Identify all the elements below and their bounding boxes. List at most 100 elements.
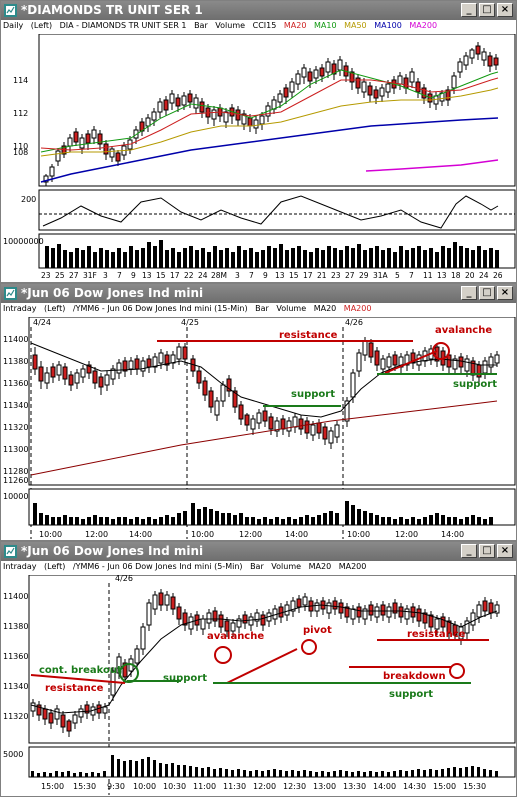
x-tick: 15:00 xyxy=(41,782,64,791)
ma20-legend: MA20 xyxy=(308,562,332,571)
intraday-15min-window: *Jun 06 Dow Jones Ind mini _ □ × Intrada… xyxy=(0,283,517,541)
chart-window-icon xyxy=(4,287,17,300)
window-titlebar[interactable]: *DIAMONDS TR UNIT SER 1 _ □ × xyxy=(1,1,516,20)
x-tick: 20 xyxy=(465,271,475,280)
x-tick: 13 xyxy=(275,271,285,280)
ma100-legend: MA100 xyxy=(374,21,402,30)
chart-window-icon xyxy=(4,545,17,558)
x-tick: 15 xyxy=(156,271,166,280)
x-tick: 14:00 xyxy=(441,530,464,539)
y-tick: 11400 xyxy=(3,335,28,344)
x-tick: 23 xyxy=(331,271,341,280)
x-tick: 27 xyxy=(345,271,355,280)
date-marker: 4/24 xyxy=(33,318,51,327)
x-tick: 14:30 xyxy=(403,782,426,791)
window-titlebar[interactable]: *Jun 06 Dow Jones Ind mini _ □ × xyxy=(1,284,516,303)
y-tick: 11380 xyxy=(3,622,28,631)
x-tick: 15:30 xyxy=(463,782,486,791)
annotation-pivot: pivot xyxy=(303,625,332,636)
date-marker: 4/26 xyxy=(345,318,363,327)
x-tick: 9:30 xyxy=(107,782,125,791)
chart-info-bar: Intraday (Left) /YMM6 - Jun 06 Dow Jones… xyxy=(3,562,514,575)
volume-tick: 10000000 xyxy=(3,237,44,246)
x-tick: 7 xyxy=(249,271,254,280)
x-tick: 14:00 xyxy=(129,530,152,539)
y-tick: 11260 xyxy=(3,476,28,485)
x-tick: 31A xyxy=(373,271,389,280)
x-tick: 15:30 xyxy=(73,782,96,791)
cci-legend: CCI15 xyxy=(252,21,277,30)
scale-label: (Left) xyxy=(44,304,66,313)
x-axis: 15:00 15:30 9:30 10:00 10:30 11:00 11:30… xyxy=(41,782,486,791)
ma20-line xyxy=(30,604,498,714)
period-label: Intraday xyxy=(3,304,37,313)
x-tick: 22 xyxy=(184,271,194,280)
daily-price-chart[interactable]: 114 112 110 108 xyxy=(1,34,516,282)
x-tick: 15 xyxy=(289,271,299,280)
x-tick: 17 xyxy=(170,271,180,280)
maximize-button[interactable]: □ xyxy=(479,3,495,17)
cci-tick: 200 xyxy=(21,195,36,204)
daily-volume-bars xyxy=(45,240,499,268)
maximize-button[interactable]: □ xyxy=(479,286,495,300)
daily-moving-averages xyxy=(40,69,499,183)
x-tick: 25 xyxy=(55,271,65,280)
date-marker: 4/26 xyxy=(115,575,133,583)
annotation-resistance-right: resistance xyxy=(407,629,466,640)
y-tick: 108 xyxy=(13,148,28,157)
close-button[interactable]: × xyxy=(497,286,513,300)
window-titlebar[interactable]: *Jun 06 Dow Jones Ind mini _ □ × xyxy=(1,542,516,561)
close-button[interactable]: × xyxy=(497,3,513,17)
annotations-15min: resistance avalanche support support xyxy=(157,325,497,407)
symbol-label: DIA - DIAMONDS TR UNIT SER 1 xyxy=(59,21,187,30)
minimize-button[interactable]: _ xyxy=(461,544,477,558)
maximize-button[interactable]: □ xyxy=(479,544,495,558)
intraday-5min-chart[interactable]: 11400 11380 11360 11340 11320 4/26 xyxy=(1,575,516,796)
x-tick: 23 xyxy=(41,271,51,280)
x-tick: 5 xyxy=(395,271,400,280)
intraday-15min-chart[interactable]: 11400 11380 11360 11340 11320 11300 1128… xyxy=(1,317,516,540)
minimize-button[interactable]: _ xyxy=(461,3,477,17)
x-tick: 12:00 xyxy=(85,530,108,539)
y-tick: 11340 xyxy=(3,401,28,410)
y-axis: 11400 11380 11360 11340 11320 xyxy=(3,592,28,721)
y-tick: 11360 xyxy=(3,652,28,661)
annotation-support-right: support xyxy=(453,379,497,390)
ma200-legend: MA200 xyxy=(409,21,438,30)
chart-window-icon xyxy=(4,4,17,17)
x-tick: 3 xyxy=(103,271,108,280)
x-tick: 13 xyxy=(437,271,447,280)
period-label: Daily xyxy=(3,21,24,30)
y-tick: 11400 xyxy=(3,592,28,601)
x-tick: 9 xyxy=(263,271,268,280)
x-tick: 3 xyxy=(235,271,240,280)
x-tick: 28M xyxy=(211,271,227,280)
annotation-resistance: resistance xyxy=(279,330,338,341)
x-tick: 29 xyxy=(359,271,369,280)
annotation-cont-breakout: cont. breakout xyxy=(39,665,122,676)
y-tick: 11340 xyxy=(3,682,28,691)
annotation-breakdown: breakdown xyxy=(383,671,446,682)
x-tick: 13:30 xyxy=(343,782,366,791)
y-axis: 11400 11380 11360 11340 11320 11300 1128… xyxy=(3,335,28,485)
x-tick: 9 xyxy=(131,271,136,280)
symbol-label: /YMM6 - Jun 06 Dow Jones Ind mini (5-Min… xyxy=(72,562,243,571)
chart-type-label: Bar xyxy=(194,21,208,30)
annotation-support-mid: support xyxy=(291,389,335,400)
x-tick: 7 xyxy=(117,271,122,280)
window-title: *DIAMONDS TR UNIT SER 1 xyxy=(21,3,203,17)
y-tick: 11360 xyxy=(3,379,28,388)
volume-legend: Volume xyxy=(215,21,246,30)
x-tick: 10:00 xyxy=(39,530,62,539)
x-tick: 24 xyxy=(479,271,489,280)
x-tick: 13 xyxy=(142,271,152,280)
volume-tick: 5000 xyxy=(3,750,23,759)
close-button[interactable]: × xyxy=(497,544,513,558)
daily-y-axis: 114 112 110 108 xyxy=(13,76,28,157)
cci-line xyxy=(42,195,499,229)
y-tick: 11380 xyxy=(3,357,28,366)
annotation-avalanche: avalanche xyxy=(207,631,264,642)
x-tick: 27 xyxy=(69,271,79,280)
minimize-button[interactable]: _ xyxy=(461,286,477,300)
x-tick: 10:00 xyxy=(347,530,370,539)
